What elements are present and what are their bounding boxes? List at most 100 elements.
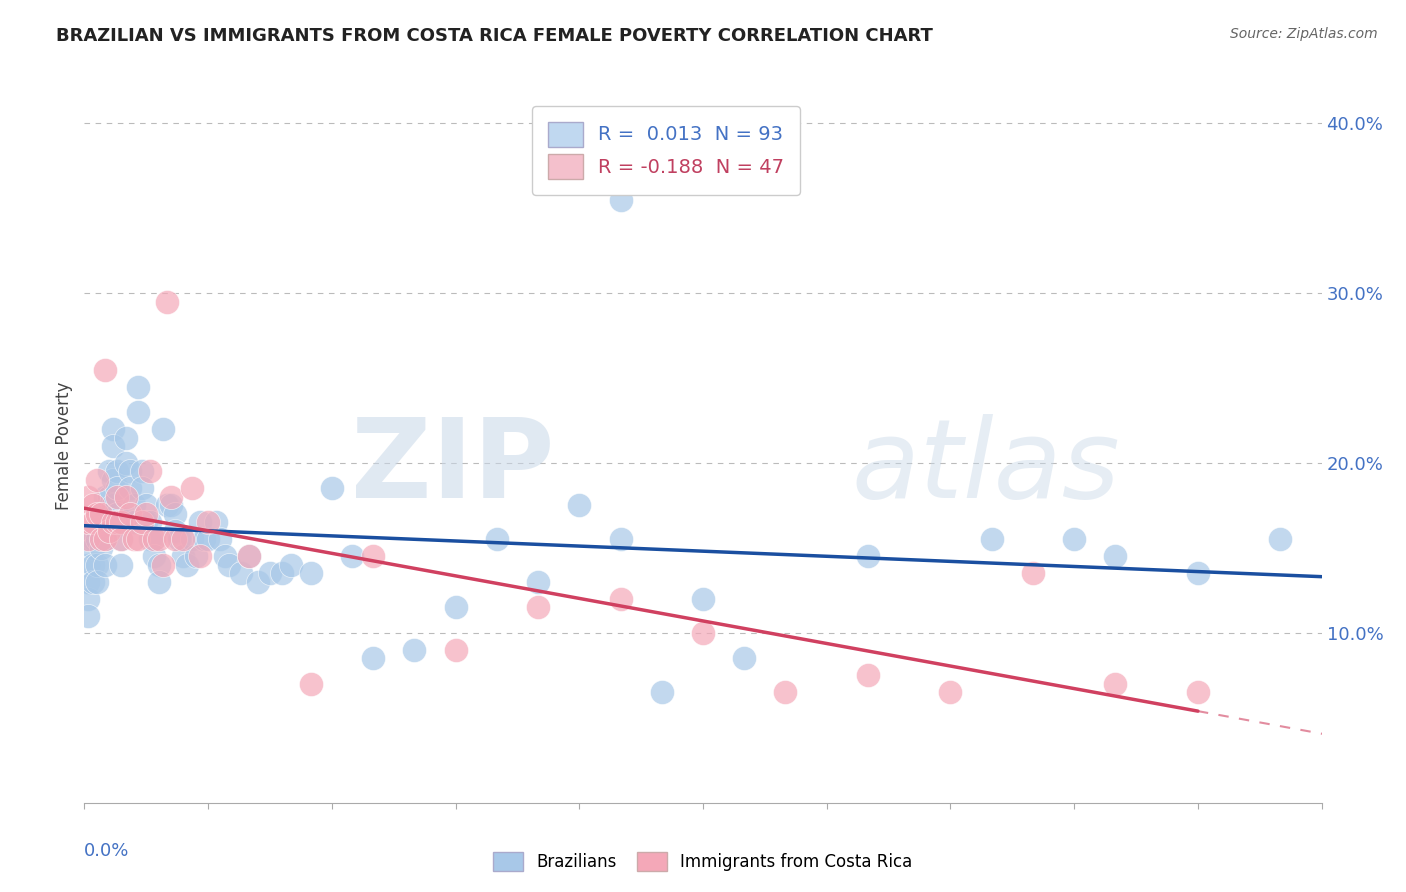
Y-axis label: Female Poverty: Female Poverty xyxy=(55,382,73,510)
Point xyxy=(86,558,108,572)
Point xyxy=(218,558,240,572)
Point xyxy=(172,549,194,564)
Point xyxy=(143,533,166,547)
Point xyxy=(122,533,145,547)
Point xyxy=(143,549,166,564)
Point xyxy=(105,490,128,504)
Point xyxy=(77,591,100,606)
Point xyxy=(110,533,132,547)
Point xyxy=(527,574,550,589)
Point xyxy=(444,643,467,657)
Point xyxy=(188,516,211,530)
Point xyxy=(197,516,219,530)
Point xyxy=(1187,566,1209,581)
Point xyxy=(77,533,100,547)
Text: Source: ZipAtlas.com: Source: ZipAtlas.com xyxy=(1230,27,1378,41)
Point xyxy=(110,533,132,547)
Point xyxy=(444,600,467,615)
Point xyxy=(939,685,962,699)
Point xyxy=(94,533,117,547)
Point xyxy=(105,482,128,496)
Point xyxy=(82,516,104,530)
Point xyxy=(205,516,228,530)
Point xyxy=(90,533,112,547)
Point xyxy=(103,422,125,436)
Point xyxy=(90,516,112,530)
Point xyxy=(135,499,157,513)
Point xyxy=(361,651,384,665)
Point xyxy=(280,558,302,572)
Point xyxy=(209,533,232,547)
Point xyxy=(103,473,125,487)
Point xyxy=(1270,533,1292,547)
Point xyxy=(321,482,343,496)
Point xyxy=(172,533,194,547)
Point xyxy=(1104,677,1126,691)
Point xyxy=(86,574,108,589)
Point xyxy=(77,558,100,572)
Point xyxy=(127,379,149,393)
Point xyxy=(103,439,125,453)
Point xyxy=(139,465,162,479)
Point xyxy=(148,533,170,547)
Point xyxy=(118,465,141,479)
Point xyxy=(110,516,132,530)
Point xyxy=(103,516,125,530)
Point xyxy=(197,533,219,547)
Point xyxy=(139,533,162,547)
Point xyxy=(98,465,121,479)
Point xyxy=(527,600,550,615)
Point xyxy=(122,516,145,530)
Point xyxy=(152,422,174,436)
Text: BRAZILIAN VS IMMIGRANTS FROM COSTA RICA FEMALE POVERTY CORRELATION CHART: BRAZILIAN VS IMMIGRANTS FROM COSTA RICA … xyxy=(56,27,934,45)
Point xyxy=(1187,685,1209,699)
Point xyxy=(90,507,112,521)
Point xyxy=(980,533,1002,547)
Point xyxy=(299,677,322,691)
Text: atlas: atlas xyxy=(852,414,1121,521)
Point xyxy=(118,507,141,521)
Point xyxy=(156,499,179,513)
Point xyxy=(86,507,108,521)
Point xyxy=(692,591,714,606)
Point xyxy=(114,456,136,470)
Point xyxy=(609,591,631,606)
Point xyxy=(82,499,104,513)
Point xyxy=(114,490,136,504)
Point xyxy=(856,668,879,682)
Point xyxy=(165,524,187,538)
Point xyxy=(733,651,755,665)
Point xyxy=(193,533,215,547)
Point xyxy=(184,549,207,564)
Point xyxy=(180,482,202,496)
Point xyxy=(139,516,162,530)
Point xyxy=(110,516,132,530)
Point xyxy=(82,533,104,547)
Point xyxy=(775,685,797,699)
Point xyxy=(131,465,153,479)
Point xyxy=(98,524,121,538)
Point xyxy=(342,549,364,564)
Point xyxy=(609,193,631,207)
Point xyxy=(82,541,104,555)
Point xyxy=(110,558,132,572)
Point xyxy=(148,558,170,572)
Point xyxy=(259,566,281,581)
Point xyxy=(86,524,108,538)
Point xyxy=(238,549,260,564)
Point xyxy=(165,533,187,547)
Point xyxy=(1063,533,1085,547)
Point xyxy=(131,516,153,530)
Point xyxy=(214,549,236,564)
Point xyxy=(94,490,117,504)
Point xyxy=(131,482,153,496)
Point xyxy=(238,549,260,564)
Point xyxy=(160,499,183,513)
Point xyxy=(90,541,112,555)
Point xyxy=(160,490,183,504)
Point xyxy=(90,507,112,521)
Point xyxy=(229,566,252,581)
Point xyxy=(271,566,294,581)
Point xyxy=(86,533,108,547)
Text: 0.0%: 0.0% xyxy=(84,842,129,860)
